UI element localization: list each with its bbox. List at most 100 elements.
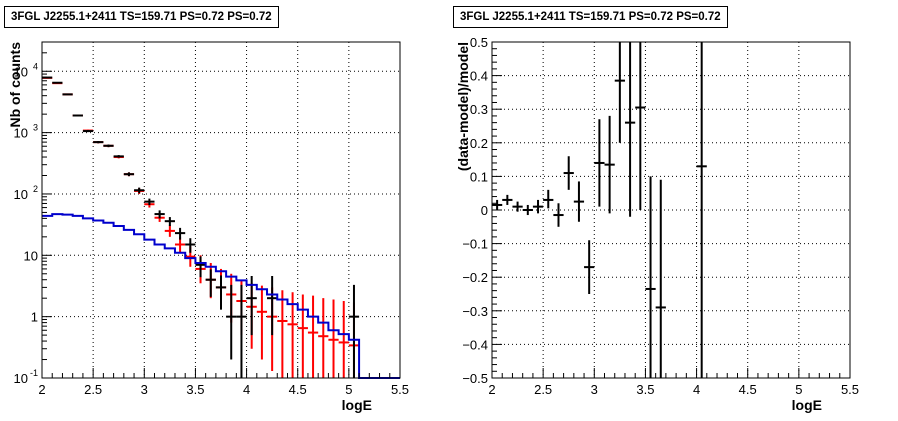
y-tick-label: 10 xyxy=(14,64,28,79)
data-point xyxy=(246,275,257,336)
y-tick-label: 0.1 xyxy=(470,169,488,184)
data-point xyxy=(164,217,175,227)
data-point xyxy=(512,201,523,212)
data-point xyxy=(185,238,196,253)
x-tick-label: 4 xyxy=(243,382,250,397)
data-point xyxy=(584,240,595,294)
data-point xyxy=(134,187,145,194)
data-point xyxy=(338,300,349,378)
y-tick-label: 0.4 xyxy=(470,69,488,84)
y-tick-exponent: 2 xyxy=(33,184,38,194)
data-point xyxy=(348,284,360,378)
x-tick-label: 4 xyxy=(693,382,700,397)
y-tick-label: 10 xyxy=(24,248,38,263)
right-grid xyxy=(492,42,850,378)
y-tick-label: −0.4 xyxy=(462,337,488,352)
y-tick-label: 1 xyxy=(31,310,38,325)
data-point xyxy=(522,204,533,216)
data-point xyxy=(614,42,625,143)
y-tick-label: −0.3 xyxy=(462,304,488,319)
data-point xyxy=(72,114,83,117)
right-chart-pad: 2 2.5 3 3.5 4 4.5 5 5.5 −0.5 −0.4 −0.3 −0.2 −0.1 0 0.1… xyxy=(455,35,859,413)
data-point xyxy=(62,93,73,96)
data-point xyxy=(492,199,503,210)
data-point xyxy=(624,42,636,217)
data-point xyxy=(553,203,564,227)
x-tick-label: 2.5 xyxy=(84,382,102,397)
data-point xyxy=(604,115,615,214)
x-tick-label: 2.5 xyxy=(534,382,552,397)
x-tick-label: 3 xyxy=(591,382,598,397)
y-tick-label: 10 xyxy=(14,187,28,202)
data-point xyxy=(52,81,63,84)
y-tick-label: 0 xyxy=(481,203,488,218)
y-tick-label: 10 xyxy=(14,371,28,386)
y-tick-label: 0.2 xyxy=(470,136,488,151)
x-tick-label: 3.5 xyxy=(186,382,204,397)
data-point xyxy=(287,292,298,378)
y-tick-label: −0.5 xyxy=(462,371,488,386)
x-tick-label: 5.5 xyxy=(391,382,409,397)
right-y-axis-label: (data-model)/model xyxy=(455,42,471,171)
y-tick-label: 10 xyxy=(14,126,28,141)
x-tick-label: 4.5 xyxy=(739,382,757,397)
data-point xyxy=(267,275,278,336)
x-tick-label: 5 xyxy=(345,382,352,397)
data-point xyxy=(594,119,605,207)
data-point xyxy=(236,284,247,378)
data-point xyxy=(195,256,206,278)
data-point xyxy=(215,275,227,310)
y-tick-exponent: 4 xyxy=(33,61,38,71)
data-point xyxy=(328,299,339,378)
data-point xyxy=(82,130,94,133)
data-point xyxy=(573,181,585,222)
left-marks xyxy=(42,76,400,379)
data-point xyxy=(144,198,155,206)
data-point xyxy=(655,179,666,378)
right-marks xyxy=(492,42,707,378)
data-point xyxy=(154,210,165,219)
right-axes: 2 2.5 3 3.5 4 4.5 5 5.5 −0.5 −0.4 −0.3 −0.2 −0.1 0 0.1… xyxy=(462,35,859,397)
data-point xyxy=(164,225,175,237)
data-point xyxy=(93,141,104,144)
data-point xyxy=(103,144,114,148)
x-tick-label: 5.5 xyxy=(841,382,859,397)
y-tick-label: 0.5 xyxy=(470,35,488,50)
data-point xyxy=(307,295,319,378)
data-point xyxy=(563,156,574,190)
right-chart-title: 3FGL J2255.1+2411 TS=159.71 PS=0.72 PS=0… xyxy=(453,6,728,28)
data-point xyxy=(696,42,707,378)
data-point xyxy=(318,298,329,378)
x-tick-label: 2 xyxy=(38,382,45,397)
left-y-axis-label: Nb of counts xyxy=(7,42,23,128)
x-tick-label: 4.5 xyxy=(289,382,307,397)
data-point xyxy=(645,176,656,378)
left-x-axis-label: logE xyxy=(342,397,372,413)
left-chart-title: 3FGL J2255.1+2411 TS=159.71 PS=0.72 PS=0… xyxy=(4,6,279,28)
data-point xyxy=(635,42,646,210)
data-point xyxy=(543,189,554,209)
x-tick-label: 3 xyxy=(141,382,148,397)
y-tick-label: −0.1 xyxy=(462,237,488,252)
data-point xyxy=(532,199,544,214)
y-tick-exponent: -1 xyxy=(30,368,38,378)
data-point xyxy=(297,294,308,378)
data-point xyxy=(226,284,237,360)
model-step-line xyxy=(42,213,400,379)
data-point xyxy=(256,285,268,360)
x-tick-label: 5 xyxy=(795,382,802,397)
y-tick-label: −0.2 xyxy=(462,270,488,285)
right-x-axis-label: logE xyxy=(792,397,822,413)
data-point xyxy=(174,227,186,240)
x-tick-label: 3.5 xyxy=(636,382,654,397)
x-tick-label: 2 xyxy=(488,382,495,397)
data-point xyxy=(277,290,288,378)
data-point xyxy=(205,269,216,297)
y-tick-exponent: 3 xyxy=(33,123,38,133)
y-tick-label: 0.3 xyxy=(470,102,488,117)
data-point xyxy=(123,172,135,177)
left-grid xyxy=(42,42,400,378)
